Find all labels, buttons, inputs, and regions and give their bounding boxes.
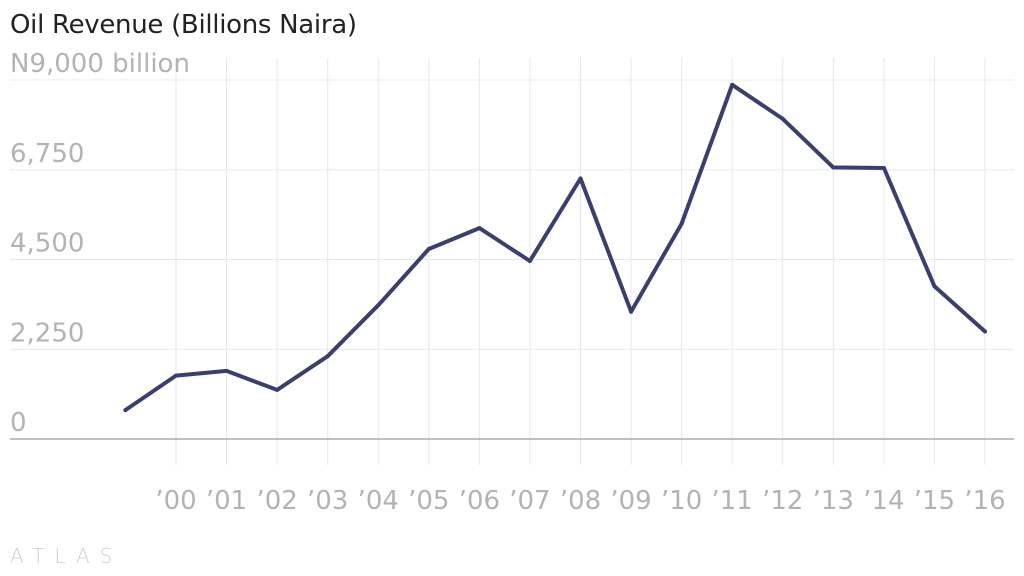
data-point	[174, 373, 178, 378]
x-tick-label: ’05	[408, 486, 449, 516]
data-point	[983, 329, 987, 334]
x-axis-labels: ’00 ’01 ’02 ’03 ’04 ’05 ’06 ’07 ’08 ’09 ’10 ’11 ’12 ’…	[155, 486, 1005, 516]
data-point	[123, 408, 128, 413]
data-point	[629, 309, 634, 314]
x-tick-label: ’02	[256, 486, 297, 516]
data-point	[426, 247, 431, 252]
data-point	[679, 221, 684, 226]
data-point	[831, 165, 836, 170]
x-tick-label: ’07	[509, 486, 550, 516]
series-line	[123, 82, 987, 413]
atlas-logo: ATLAS	[10, 544, 123, 568]
y-tick-label: 0	[10, 408, 27, 438]
x-tick-label: ’16	[964, 486, 1005, 516]
y-tick-label: 2,250	[10, 318, 84, 348]
data-point	[224, 368, 229, 373]
x-tick-label: ’11	[712, 486, 753, 516]
y-tick-label: 4,500	[10, 229, 84, 259]
data-point	[477, 226, 482, 231]
data-point	[578, 176, 583, 181]
x-tick-label: ’04	[358, 486, 399, 516]
x-tick-label: ’13	[813, 486, 854, 516]
data-point	[527, 258, 532, 263]
x-tick-label: ’15	[914, 486, 955, 516]
y-axis-labels: 0 2,250 4,500 6,750 N9,000 billion	[10, 49, 190, 438]
x-tick-label: ’03	[307, 486, 348, 516]
data-point	[275, 387, 280, 392]
chart-title: Oil Revenue (Billions Naira)	[10, 10, 357, 40]
series-oil-revenue	[123, 82, 987, 413]
x-tick-label: ’12	[762, 486, 803, 516]
x-tick-label: ’00	[155, 486, 196, 516]
data-point	[325, 354, 330, 359]
vertical-grid	[175, 58, 986, 465]
x-tick-label: ’14	[863, 486, 904, 516]
data-point	[376, 303, 381, 308]
y-tick-label: 6,750	[10, 139, 84, 169]
x-tick-label: ’08	[560, 486, 601, 516]
y-tick-label: N9,000 billion	[10, 49, 190, 79]
data-point	[780, 116, 785, 121]
data-point	[881, 165, 886, 170]
data-point	[730, 82, 735, 87]
data-point	[932, 284, 937, 289]
x-tick-label: ’10	[661, 486, 702, 516]
horizontal-grid	[10, 79, 1014, 440]
x-tick-label: ’01	[206, 486, 247, 516]
x-tick-label: ’06	[459, 486, 500, 516]
x-tick-label: ’09	[610, 486, 651, 516]
